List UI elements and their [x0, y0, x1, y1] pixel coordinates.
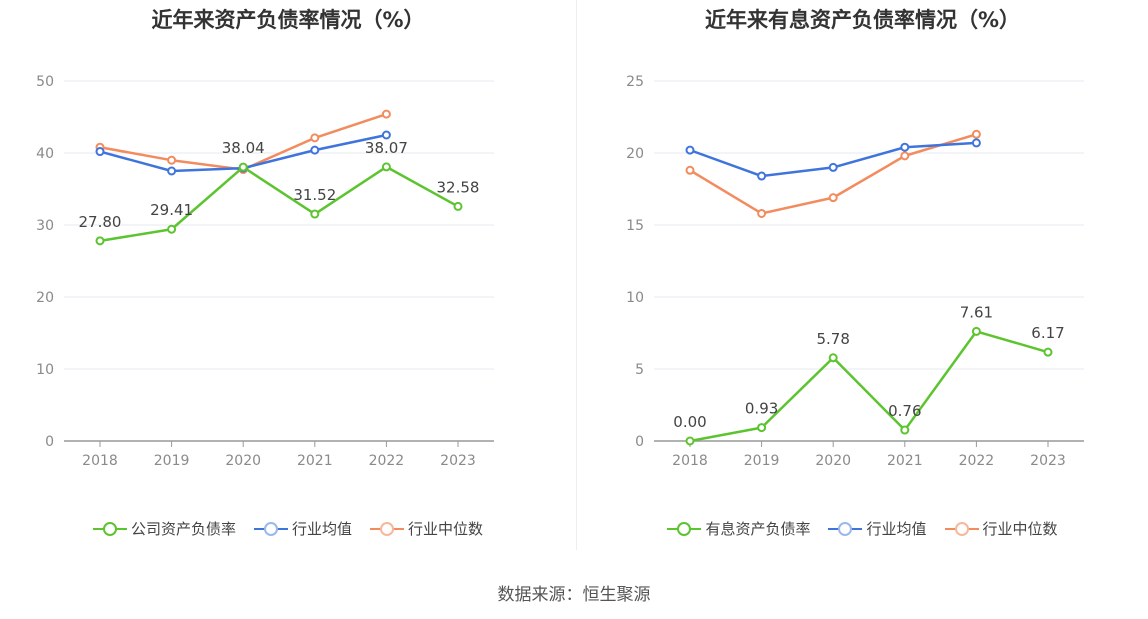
data-point[interactable]	[381, 162, 391, 172]
y-tick-label: 20	[36, 290, 54, 306]
legend-line-circle-icon	[944, 521, 979, 537]
data-point[interactable]	[685, 165, 695, 175]
y-tick-label: 50	[36, 74, 54, 90]
data-point[interactable]	[828, 193, 838, 203]
y-tick-label: 10	[626, 290, 644, 306]
y-tick-label: 30	[36, 218, 54, 234]
legend-label: 公司资产负债率	[130, 520, 236, 538]
data-point[interactable]	[167, 155, 177, 165]
data-point[interactable]	[238, 162, 248, 172]
legend-item[interactable]: 公司资产负债率	[92, 518, 236, 539]
legend-line-circle-icon	[253, 521, 288, 537]
x-tick-label: 2020	[225, 453, 261, 469]
data-point[interactable]	[900, 151, 910, 161]
data-point[interactable]	[95, 147, 105, 157]
data-label: 32.58	[437, 178, 480, 196]
data-label: 7.61	[960, 303, 993, 321]
x-tick-label: 2021	[297, 453, 333, 469]
data-point[interactable]	[757, 423, 767, 433]
y-tick-label: 0	[635, 434, 644, 450]
legend-label: 有息资产负债率	[705, 520, 811, 538]
chart-title: 近年来有息资产负债率情况（%）	[704, 8, 1021, 32]
data-label: 38.07	[365, 139, 408, 157]
data-label: 38.04	[222, 139, 265, 157]
data-point[interactable]	[685, 145, 695, 155]
x-tick-label: 2018	[672, 453, 708, 469]
data-point[interactable]	[828, 162, 838, 172]
chart-debt-ratio: 0 10 20 30 40 50 2018 2019 2020 2021 2022 2023 27.80…	[36, 74, 494, 469]
data-point[interactable]	[757, 171, 767, 181]
x-tick-label: 2019	[154, 453, 190, 469]
data-point[interactable]	[453, 201, 463, 211]
data-point[interactable]	[381, 130, 391, 140]
legend-label: 行业均值	[291, 520, 352, 538]
legend-label: 行业中位数	[982, 520, 1058, 538]
data-label: 27.80	[79, 213, 122, 231]
data-label: 5.78	[816, 330, 849, 348]
legend-item[interactable]: 有息资产负债率	[667, 518, 810, 539]
legend-line-circle-icon	[370, 521, 404, 537]
data-point[interactable]	[900, 425, 910, 435]
data-label: 0.00	[673, 413, 706, 431]
legend-item[interactable]: 行业均值	[253, 518, 352, 539]
panel-divider	[576, 0, 577, 550]
data-label: 29.41	[150, 201, 193, 219]
legend-label: 行业均值	[866, 520, 927, 538]
chart-legend: 公司资产负债率 行业均值 行业中位数	[0, 518, 576, 539]
data-point[interactable]	[757, 208, 767, 218]
chart-title: 近年来资产负债率情况（%）	[151, 8, 425, 32]
chart-interest-bearing-debt-ratio: 0 5 10 15 20 25 2018 2019 2020 2021 2022 2023 0.00 0.…	[626, 74, 1084, 469]
data-label: 6.17	[1031, 324, 1064, 342]
x-tick-label: 2019	[744, 453, 780, 469]
legend-line-circle-icon	[92, 521, 127, 537]
y-tick-label: 15	[626, 218, 644, 234]
chart-panel-debt-ratio: 近年来资产负债率情况（%） 0 10 20 30 40 50 2018 2019 2020 202…	[0, 0, 576, 560]
series-line	[689, 330, 1049, 443]
chart-legend: 有息资产负债率 行业均值 行业中位数	[577, 518, 1148, 539]
data-label: 31.52	[293, 186, 336, 204]
y-tick-label: 0	[45, 434, 54, 450]
legend-label: 行业中位数	[408, 520, 484, 538]
data-label: 0.76	[888, 402, 921, 420]
legend-item[interactable]: 行业均值	[828, 518, 927, 539]
data-point[interactable]	[310, 209, 320, 219]
data-point[interactable]	[381, 109, 391, 119]
x-tick-label: 2020	[815, 453, 851, 469]
chart-panel-interest-bearing-debt-ratio: 近年来有息资产负债率情况（%） 0 5 10 15 20 25 2018 2019 2020 20…	[577, 0, 1148, 560]
x-tick-label: 2022	[369, 453, 405, 469]
data-point[interactable]	[95, 236, 105, 246]
y-tick-label: 40	[36, 146, 54, 162]
y-tick-label: 20	[626, 146, 644, 162]
data-point[interactable]	[828, 353, 838, 363]
x-tick-label: 2023	[440, 453, 476, 469]
y-tick-label: 25	[626, 74, 644, 90]
data-point[interactable]	[310, 145, 320, 155]
data-point[interactable]	[971, 138, 981, 148]
data-point[interactable]	[971, 129, 981, 139]
data-point[interactable]	[971, 326, 981, 336]
legend-line-circle-icon	[667, 521, 702, 537]
data-source-note: 数据来源：恒生聚源	[497, 585, 651, 605]
legend-item[interactable]: 行业中位数	[944, 518, 1058, 539]
data-label: 0.93	[745, 400, 778, 418]
legend-item[interactable]: 行业中位数	[370, 518, 483, 539]
y-tick-label: 5	[635, 362, 644, 378]
x-tick-label: 2021	[887, 453, 923, 469]
y-tick-label: 10	[36, 362, 54, 378]
data-point[interactable]	[167, 166, 177, 176]
data-point[interactable]	[310, 133, 320, 143]
x-tick-label: 2023	[1030, 453, 1066, 469]
data-point[interactable]	[900, 142, 910, 152]
data-point[interactable]	[1043, 347, 1053, 357]
legend-line-circle-icon	[828, 521, 863, 537]
x-tick-label: 2022	[959, 453, 995, 469]
data-point[interactable]	[167, 224, 177, 234]
data-point[interactable]	[685, 436, 695, 446]
series-line	[99, 165, 459, 243]
x-tick-label: 2018	[82, 453, 118, 469]
